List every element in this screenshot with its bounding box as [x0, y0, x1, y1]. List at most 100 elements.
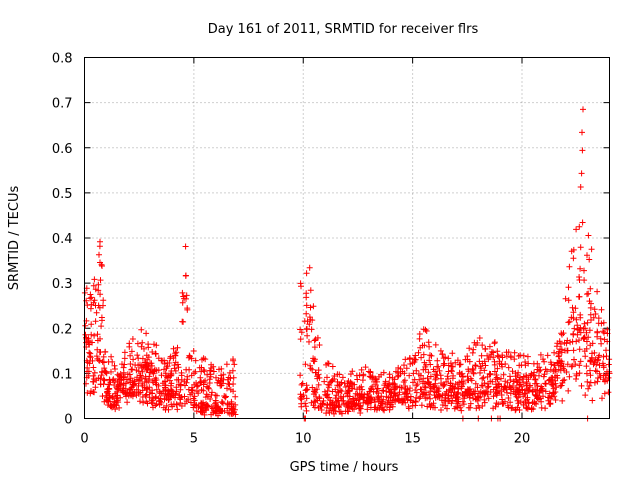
- data-point: [121, 349, 128, 356]
- data-point: [415, 371, 422, 377]
- data-point: [549, 374, 556, 381]
- data-point: [391, 376, 398, 383]
- y-axis-label: SRMTID / TECUs: [7, 186, 22, 291]
- data-point: [134, 374, 141, 381]
- data-point: [580, 106, 586, 113]
- data-point: [117, 371, 124, 377]
- data-point: [303, 302, 310, 309]
- data-point: [407, 397, 414, 404]
- data-point: [167, 382, 174, 389]
- data-point: [197, 374, 204, 381]
- data-point: [419, 390, 426, 397]
- data-point: [605, 389, 612, 396]
- data-point: [410, 370, 417, 377]
- data-point: [392, 397, 398, 404]
- y-tick-label: 0.1: [52, 367, 73, 382]
- data-point: [586, 327, 593, 334]
- data-point: [198, 386, 205, 393]
- data-point: [100, 353, 107, 360]
- data-point: [349, 385, 356, 392]
- data-point: [587, 367, 593, 374]
- data-point: [324, 387, 331, 394]
- data-point: [315, 381, 322, 388]
- data-point: [120, 364, 127, 371]
- data-point: [321, 378, 328, 385]
- data-point: [323, 361, 330, 368]
- data-point: [321, 388, 328, 395]
- data-point: [464, 356, 471, 363]
- data-point: [302, 400, 309, 407]
- data-point: [130, 356, 137, 363]
- data-point: [135, 382, 142, 389]
- data-point: [520, 401, 527, 408]
- data-point: [310, 402, 317, 409]
- data-point: [103, 392, 109, 399]
- data-point: [381, 382, 388, 389]
- data-point: [587, 357, 594, 364]
- data-point: [589, 340, 596, 347]
- data-point: [360, 371, 367, 378]
- data-point: [572, 361, 579, 368]
- data-point: [531, 369, 538, 376]
- data-point: [100, 376, 107, 383]
- data-point: [111, 382, 118, 388]
- data-point: [217, 378, 224, 385]
- data-point: [208, 411, 215, 418]
- data-point: [182, 243, 189, 250]
- data-point: [232, 393, 239, 400]
- data-point: [536, 388, 543, 394]
- data-point: [230, 381, 237, 387]
- data-point: [409, 360, 416, 367]
- data-point: [418, 386, 425, 393]
- data-point: [131, 378, 138, 385]
- data-point: [109, 358, 116, 365]
- data-point: [89, 339, 96, 346]
- data-point: [88, 294, 95, 301]
- data-point: [524, 405, 531, 412]
- data-point: [581, 267, 587, 274]
- data-point: [162, 386, 169, 393]
- data-point: [178, 372, 185, 379]
- data-point: [551, 349, 558, 356]
- data-point: [603, 347, 609, 354]
- data-point: [465, 366, 472, 373]
- data-point: [229, 367, 236, 374]
- data-point: [109, 377, 116, 384]
- data-point: [437, 347, 444, 354]
- data-point: [184, 305, 191, 312]
- data-point: [542, 405, 549, 412]
- data-point: [370, 388, 377, 395]
- data-point: [167, 372, 174, 379]
- data-point: [149, 349, 156, 355]
- data-point: [550, 381, 557, 388]
- data-point: [510, 388, 517, 395]
- data-point: [458, 407, 465, 414]
- data-point: [432, 376, 439, 383]
- data-point: [435, 363, 442, 370]
- data-point: [120, 374, 127, 381]
- data-point: [87, 295, 94, 302]
- data-point: [127, 361, 134, 367]
- data-point: [574, 322, 581, 329]
- data-point: [303, 407, 310, 414]
- data-point: [481, 367, 488, 374]
- data-point: [486, 371, 493, 378]
- data-point: [481, 396, 488, 403]
- data-point: [382, 401, 389, 408]
- data-point: [187, 391, 194, 398]
- data-point: [116, 404, 123, 411]
- data-point: [427, 395, 434, 402]
- data-point: [224, 385, 230, 392]
- data-point: [549, 382, 556, 388]
- data-point: [373, 376, 380, 383]
- data-point: [218, 372, 225, 379]
- data-point: [405, 403, 412, 410]
- data-point: [148, 360, 155, 367]
- data-point: [139, 339, 146, 346]
- data-point: [112, 366, 118, 372]
- data-point: [470, 369, 477, 376]
- data-point: [456, 369, 463, 376]
- data-point: [403, 365, 410, 372]
- data-point: [559, 331, 565, 338]
- data-point: [137, 398, 143, 405]
